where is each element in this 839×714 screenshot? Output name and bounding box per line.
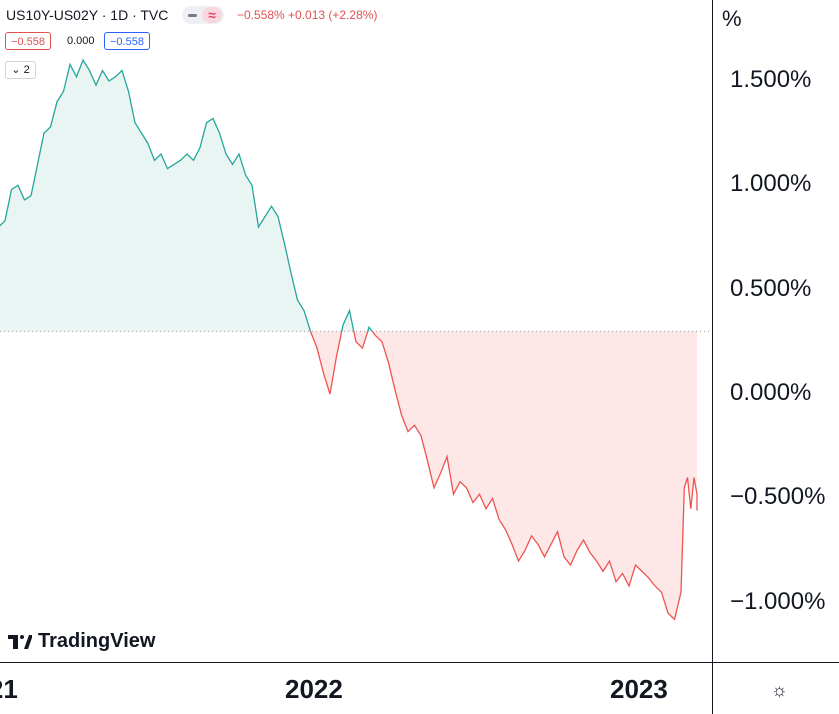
area-fill-above-baseline (341, 310, 354, 332)
time-axis-border (0, 662, 839, 663)
area-fill-below-baseline (310, 331, 342, 394)
area-fill-below-baseline (353, 331, 368, 349)
series-line-positive (0, 58, 312, 332)
approx-icon[interactable]: ≈ (202, 7, 222, 23)
series-line-positive (341, 308, 355, 332)
y-tick-label: 1.000% (730, 170, 812, 198)
sell-chip[interactable]: −0.558 (5, 32, 51, 50)
tradingview-logo[interactable]: TradingView (8, 630, 155, 653)
symbol-title[interactable]: US10Y-US02Y · 1D · TVC (6, 7, 169, 23)
buy-chip[interactable]: −0.558 (104, 32, 150, 50)
y-tick-label: 0.500% (730, 274, 812, 302)
series-line-positive (367, 325, 373, 332)
indicators-collapse-button[interactable]: ⌄ 2 (5, 61, 36, 79)
area-fill-above-baseline (0, 60, 311, 332)
area-fill-below-baseline (372, 331, 697, 620)
x-tick-label: 2021 (0, 674, 18, 704)
price-axis-border (712, 0, 713, 714)
y-tick-label: −1.000% (730, 587, 826, 615)
y-tick-label: −0.500% (730, 483, 826, 511)
y-tick-label: 1.500% (730, 65, 812, 93)
spread-chip: 0.000 (67, 35, 95, 47)
series-line-negative (371, 331, 698, 621)
line-style-icon[interactable] (188, 14, 197, 17)
tv-logo-icon (8, 634, 32, 649)
price-change: −0.558% +0.013 (+2.28%) (237, 8, 378, 22)
x-tick-label: 2022 (285, 674, 343, 704)
logo-text: TradingView (38, 630, 156, 652)
settings-icon[interactable]: ☼ (771, 680, 788, 700)
plot-area[interactable] (0, 0, 712, 662)
x-tick-label: 2023 (610, 674, 668, 704)
series-line-negative (309, 331, 343, 395)
series-line-negative (353, 331, 369, 350)
price-axis-unit: % (722, 6, 742, 31)
y-tick-label: 0.000% (730, 379, 812, 406)
chart-style-toggle[interactable]: ≈ (182, 6, 224, 24)
